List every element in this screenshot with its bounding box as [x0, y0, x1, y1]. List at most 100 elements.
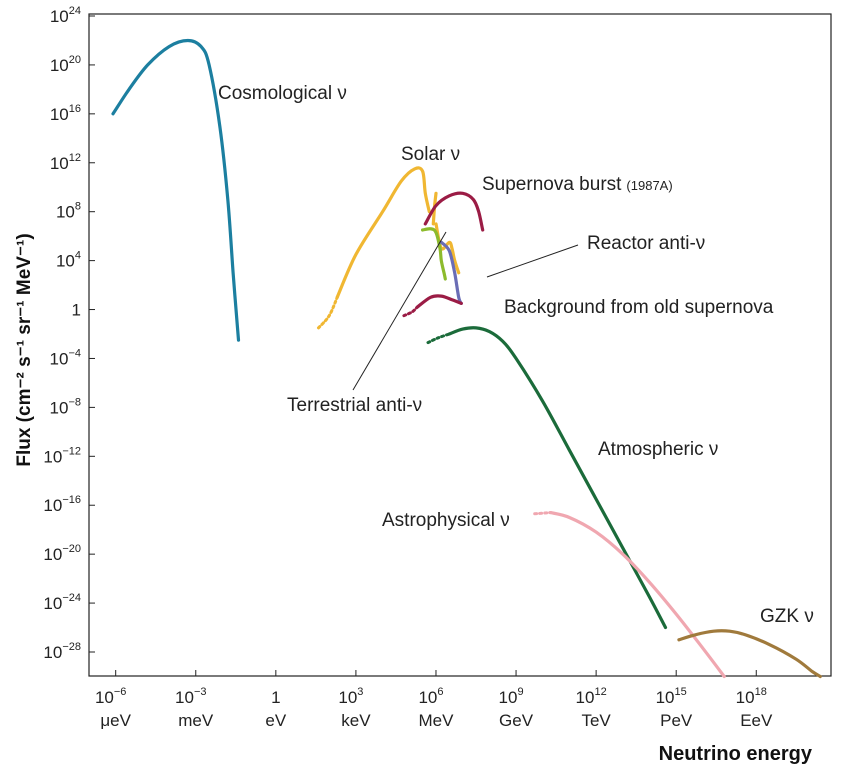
- x-tick-label: 106: [418, 686, 443, 707]
- y-tick-label: 1: [72, 301, 81, 320]
- y-tick-exponent: −28: [62, 641, 81, 653]
- y-tick-exponent: 24: [69, 5, 81, 17]
- terrestrial-label: Terrestrial anti-ν: [287, 395, 422, 416]
- y-tick-label: 104: [56, 250, 81, 271]
- reactor-leader-line: [486, 244, 579, 278]
- y-tick-base: 10: [43, 447, 62, 466]
- y-tick-exponent: 12: [69, 152, 81, 164]
- x-tick-exponent: 12: [594, 686, 606, 698]
- y-tick-base: 10: [43, 594, 62, 613]
- y-tick-base: 10: [50, 154, 69, 173]
- supernova-label: Supernova burst (1987A): [482, 174, 673, 195]
- y-axis-ticks: 1024102010161012108104110−410−810−1210−1…: [43, 5, 95, 662]
- x-tick-label: 1: [271, 688, 280, 707]
- y-tick-exponent: −24: [62, 592, 81, 604]
- x-tick-base: 10: [95, 688, 114, 707]
- series-atmospheric: [447, 326, 668, 630]
- y-tick-base: 10: [43, 545, 62, 564]
- x-tick-label: 103: [338, 686, 363, 707]
- x-tick-base: 10: [418, 688, 437, 707]
- cosmological-label: Cosmological ν: [218, 83, 347, 104]
- y-tick-label: 108: [56, 201, 81, 222]
- x-tick-unit: EeV: [740, 711, 773, 730]
- x-tick-base: 10: [736, 688, 755, 707]
- x-tick-label: 10−6: [95, 686, 126, 707]
- x-tick-label: 10−3: [175, 686, 206, 707]
- y-tick-label: 1024: [50, 5, 81, 26]
- x-tick-base: 10: [175, 688, 194, 707]
- x-tick-base: 10: [499, 688, 518, 707]
- x-tick-base: 1: [271, 688, 280, 707]
- x-tick-label: 109: [499, 686, 524, 707]
- y-tick-label: 10−28: [43, 641, 81, 662]
- x-tick-unit: eV: [265, 711, 286, 730]
- y-tick-exponent: 8: [75, 201, 81, 213]
- y-tick-label: 10−24: [43, 592, 81, 613]
- series-background-from-old-supernova: [415, 294, 463, 309]
- background-label: Background from old supernova: [504, 297, 774, 318]
- y-tick-base: 10: [50, 349, 69, 368]
- y-tick-base: 10: [43, 496, 62, 515]
- y-tick-label: 10−8: [50, 396, 81, 417]
- x-tick-unit: MeV: [418, 711, 454, 730]
- atmospheric-label: Atmospheric ν: [598, 439, 718, 460]
- x-tick-exponent: 6: [437, 686, 443, 698]
- y-tick-base: 10: [56, 203, 75, 222]
- x-tick-exponent: 3: [357, 686, 363, 698]
- solar-label: Solar ν: [401, 144, 460, 165]
- y-tick-exponent: −16: [62, 494, 81, 506]
- y-tick-base: 10: [43, 643, 62, 662]
- y-tick-exponent: 4: [75, 250, 81, 262]
- y-tick-base: 10: [50, 398, 69, 417]
- y-tick-label: 1012: [50, 152, 81, 173]
- series-reactor-anti: [439, 240, 463, 305]
- supernova-label-main: Supernova burst: [482, 174, 622, 195]
- y-tick-label: 10−4: [50, 347, 81, 368]
- x-tick-unit: TeV: [581, 711, 611, 730]
- series-astrophysical-dotted: [533, 511, 553, 516]
- series-layer: [111, 38, 822, 679]
- x-axis-title: Neutrino energy: [659, 743, 813, 765]
- x-tick-exponent: 9: [517, 686, 523, 698]
- y-tick-exponent: −8: [68, 396, 81, 408]
- astrophysical-label: Astrophysical ν: [382, 510, 510, 531]
- x-tick-base: 10: [656, 688, 675, 707]
- series-background-from-old-supernova-dotted: [402, 305, 419, 318]
- y-tick-base: 10: [50, 56, 69, 75]
- y-tick-label: 1016: [50, 103, 81, 124]
- series-solar: [335, 166, 431, 299]
- x-tick-base: 10: [338, 688, 357, 707]
- y-tick-exponent: 16: [69, 103, 81, 115]
- x-tick-unit: PeV: [660, 711, 693, 730]
- x-tick-unit: GeV: [499, 711, 534, 730]
- y-tick-base: 1: [72, 301, 81, 320]
- y-tick-base: 10: [50, 105, 69, 124]
- series-gzk: [677, 629, 822, 679]
- y-tick-label: 10−20: [43, 543, 81, 564]
- x-tick-unit: μeV: [100, 711, 131, 730]
- series-cosmological: [111, 38, 241, 342]
- y-tick-base: 10: [56, 252, 75, 271]
- x-tick-exponent: −3: [194, 686, 207, 698]
- x-tick-base: 10: [576, 688, 595, 707]
- x-tick-exponent: 15: [675, 686, 687, 698]
- y-tick-label: 1020: [50, 54, 81, 75]
- x-tick-unit: meV: [178, 711, 214, 730]
- reactor-label: Reactor anti-ν: [587, 233, 705, 254]
- terrestrial-leader-line: [352, 231, 447, 391]
- plot-frame: [88, 13, 832, 677]
- y-tick-exponent: −4: [68, 347, 81, 359]
- x-tick-label: 1018: [736, 686, 767, 707]
- x-tick-label: 1012: [576, 686, 607, 707]
- y-tick-exponent: 20: [69, 54, 81, 66]
- series-terrestrial-anti: [421, 227, 447, 281]
- y-tick-exponent: −20: [62, 543, 81, 555]
- y-tick-exponent: −12: [62, 445, 81, 457]
- gzk-label: GZK ν: [760, 606, 814, 627]
- y-tick-label: 10−12: [43, 445, 81, 466]
- supernova-label-note: (1987A): [626, 178, 672, 193]
- series-solar-dotted: [317, 295, 339, 330]
- series-supernova-burst: [423, 191, 485, 232]
- y-axis-title: Flux (cm⁻² s⁻¹ sr⁻¹ MeV⁻¹): [14, 233, 35, 466]
